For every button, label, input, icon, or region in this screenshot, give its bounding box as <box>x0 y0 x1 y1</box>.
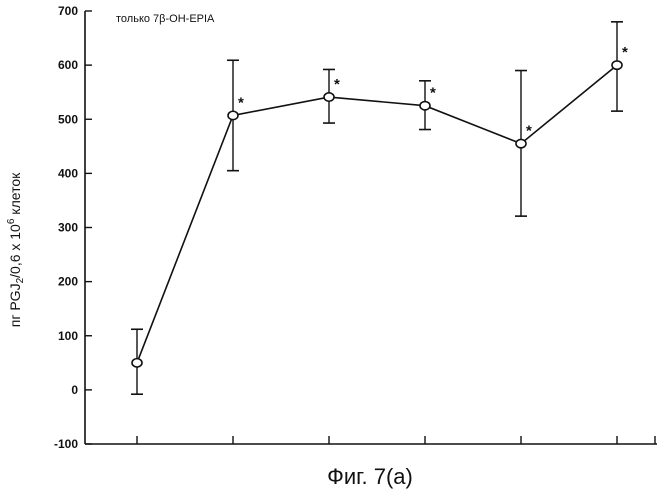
y-axis: -100 0 100 200 300 400 500 600 700 <box>54 4 92 451</box>
y-tick-label: 300 <box>58 221 78 235</box>
significance-marks: * * * * * <box>238 44 628 139</box>
data-point <box>612 61 622 69</box>
data-point <box>420 102 430 110</box>
y-tick-label: -100 <box>54 437 78 451</box>
data-point <box>324 93 334 101</box>
y-tick-label: 100 <box>58 329 78 343</box>
y-tick-label: 0 <box>71 383 78 397</box>
significance-mark: * <box>238 94 244 111</box>
chart-annotation: только 7β-OH-EPIA <box>116 13 215 25</box>
y-axis-label: пг PGJ2/0,6 x 106 клеток <box>6 172 26 327</box>
error-bars <box>131 22 623 394</box>
x-axis <box>85 436 657 444</box>
series-line <box>137 65 617 363</box>
figure-caption: Фиг. 7(а) <box>327 464 413 489</box>
significance-mark: * <box>622 44 628 61</box>
x-ticks <box>137 436 655 444</box>
y-ticks: -100 0 100 200 300 400 500 600 700 <box>54 4 92 451</box>
y-tick-label: 200 <box>58 275 78 289</box>
data-point <box>228 111 238 119</box>
y-tick-label: 700 <box>58 4 78 18</box>
data-point <box>516 139 526 147</box>
significance-mark: * <box>334 76 340 93</box>
significance-mark: * <box>526 123 532 140</box>
y-tick-label: 600 <box>58 58 78 72</box>
data-points <box>132 61 622 367</box>
data-point <box>132 359 142 367</box>
y-tick-label: 400 <box>58 166 78 180</box>
significance-mark: * <box>430 85 436 102</box>
y-tick-label: 500 <box>58 112 78 126</box>
